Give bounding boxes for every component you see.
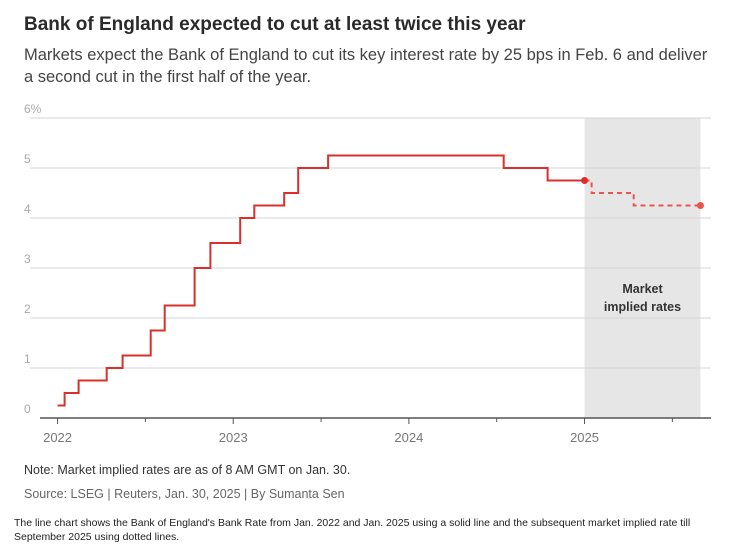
bank-rate-line [57,154,585,407]
y-tick-label: 1 [24,352,31,366]
y-tick-label: 4 [24,202,31,216]
chart-subtitle: Markets expect the Bank of England to cu… [24,46,708,86]
chart-source: Source: LSEG | Reuters, Jan. 30, 2025 | … [24,487,345,501]
implied-rate-line [584,179,701,207]
implied-rate-end-point [696,202,704,209]
x-tick-label: 2023 [219,430,248,445]
line-chart: Market implied rates 0 1 2 3 4 5 6% 2022 2023 2024 2… [24,102,711,445]
chart-note: Note: Market implied rates are as of 8 A… [24,463,351,477]
y-tick-label: 3 [24,252,31,266]
y-tick-label: 0 [24,402,31,416]
x-tick-label: 2024 [394,430,423,445]
y-tick-label: 6% [24,102,42,116]
chart-caption: The line chart shows the Bank of England… [14,517,691,543]
y-tick-label: 2 [24,302,31,316]
region-label-line2: implied rates [604,300,681,314]
y-tick-label: 5 [24,152,31,166]
x-tick-label: 2022 [43,430,72,445]
x-tick-label: 2025 [570,430,599,445]
region-label-line1: Market [622,282,663,296]
bank-rate-end-point [581,177,589,184]
chart-title: Bank of England expected to cut at least… [24,14,526,35]
